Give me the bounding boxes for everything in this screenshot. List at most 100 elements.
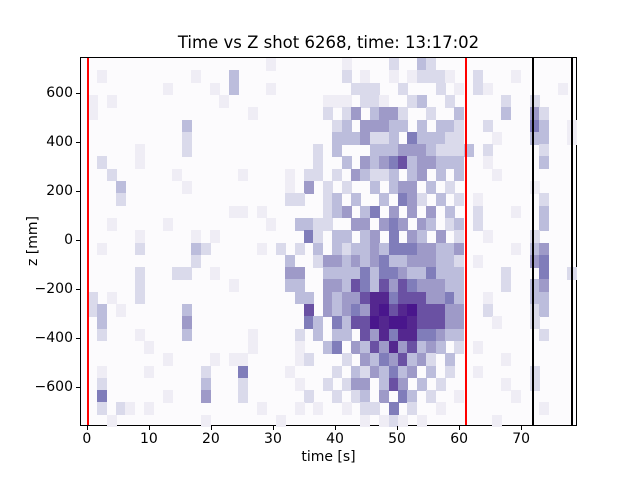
- heatmap-cell: [191, 70, 202, 84]
- heatmap-cell: [341, 242, 352, 256]
- heatmap-cell: [454, 119, 465, 133]
- heatmap-cell: [379, 414, 390, 428]
- heatmap-cell: [379, 193, 390, 207]
- heatmap-cell: [322, 340, 333, 354]
- heatmap-cell: [360, 70, 371, 84]
- red-marker-line: [86, 58, 89, 425]
- heatmap-cell: [322, 205, 333, 219]
- heatmap-cell: [332, 230, 343, 243]
- heatmap-cell: [379, 156, 390, 170]
- heatmap-cell: [473, 82, 484, 96]
- x-axis-tick-label: 0: [82, 431, 92, 447]
- heatmap-cell: [257, 242, 267, 256]
- heatmap-cell: [454, 82, 465, 96]
- heatmap-cell: [134, 267, 145, 280]
- heatmap-cell: [369, 107, 380, 120]
- heatmap-cell: [379, 94, 390, 108]
- heatmap-cell: [435, 193, 446, 207]
- heatmap-cell: [341, 107, 352, 120]
- heatmap-cell: [351, 193, 361, 207]
- heatmap-cell: [351, 131, 361, 145]
- heatmap-cell: [247, 328, 258, 342]
- heatmap-cell: [172, 168, 183, 182]
- heatmap-cell: [351, 340, 361, 354]
- heatmap-cell: [191, 254, 202, 268]
- heatmap-cell: [482, 82, 493, 96]
- heatmap-cell: [435, 377, 446, 391]
- heatmap-cell: [351, 107, 361, 120]
- heatmap-cell: [454, 254, 465, 268]
- heatmap-cell: [473, 217, 484, 231]
- heatmap-cell: [445, 205, 455, 219]
- heatmap-cell: [97, 402, 108, 416]
- heatmap-cell: [275, 414, 286, 428]
- heatmap-cell: [492, 316, 502, 330]
- x-axis-tick: [335, 426, 336, 430]
- heatmap-cell: [238, 365, 249, 379]
- heatmap-cell: [116, 304, 126, 317]
- heatmap-cell: [482, 144, 493, 157]
- heatmap-cell: [351, 365, 361, 379]
- heatmap-cell: [163, 217, 173, 231]
- y-axis-tick-label: 400: [46, 134, 73, 151]
- heatmap-cell: [398, 82, 408, 96]
- heatmap-cell: [379, 353, 390, 366]
- x-axis-tick-label: 20: [201, 431, 220, 447]
- red-marker-line: [465, 58, 468, 425]
- heatmap-cell: [200, 365, 211, 379]
- heatmap-cell: [435, 340, 446, 354]
- heatmap-cell: [351, 390, 361, 403]
- heatmap-cell: [445, 119, 455, 133]
- heatmap-cell: [435, 316, 446, 330]
- heatmap-cell: [181, 267, 192, 280]
- heatmap-cell: [388, 217, 399, 231]
- heatmap-cell: [398, 193, 408, 207]
- heatmap-cell: [398, 377, 408, 391]
- heatmap-cell: [313, 254, 324, 268]
- heatmap-cell: [285, 193, 296, 207]
- heatmap-cell: [454, 156, 465, 170]
- heatmap-cell: [360, 328, 371, 342]
- heatmap-cell: [454, 390, 465, 403]
- heatmap-cell: [360, 414, 371, 428]
- x-axis-tick: [210, 426, 212, 430]
- heatmap-cell: [426, 131, 437, 145]
- heatmap-cell: [398, 353, 408, 366]
- heatmap-cell: [398, 107, 408, 120]
- heatmap-cell: [388, 377, 399, 391]
- heatmap-cell: [181, 328, 192, 342]
- heatmap-cell: [181, 144, 192, 157]
- heatmap-cell: [435, 131, 446, 145]
- heatmap-cell: [341, 304, 352, 317]
- heatmap-cell: [501, 377, 512, 391]
- heatmap-cell: [529, 316, 540, 330]
- heatmap-cell: [407, 193, 418, 207]
- heatmap-cell: [416, 94, 427, 108]
- heatmap-cell: [426, 205, 437, 219]
- heatmap-cell: [454, 131, 465, 145]
- heatmap-cell: [426, 70, 437, 84]
- heatmap-cell: [501, 107, 512, 120]
- heatmap-cell: [426, 390, 437, 403]
- heatmap-cell: [228, 82, 239, 96]
- heatmap-cell: [294, 377, 305, 391]
- heatmap-cell: [163, 82, 173, 96]
- heatmap-cell: [416, 414, 427, 428]
- heatmap-cell: [539, 279, 549, 293]
- heatmap-cell: [416, 193, 427, 207]
- heatmap-cell: [304, 230, 314, 243]
- y-axis-tick: [76, 191, 80, 193]
- heatmap-cell: [341, 353, 352, 366]
- heatmap-cell: [341, 291, 352, 305]
- heatmap-cell: [501, 353, 512, 366]
- heatmap-cell: [360, 217, 371, 231]
- heatmap-cell: [473, 205, 484, 219]
- y-axis-tick: [76, 387, 80, 389]
- y-axis-tick: [76, 289, 80, 291]
- heatmap-cell: [388, 70, 399, 84]
- heatmap-cell: [322, 181, 333, 194]
- heatmap-cell: [445, 291, 455, 305]
- heatmap-cell: [426, 365, 437, 379]
- heatmap-cell: [134, 242, 145, 256]
- heatmap-cell: [332, 119, 343, 133]
